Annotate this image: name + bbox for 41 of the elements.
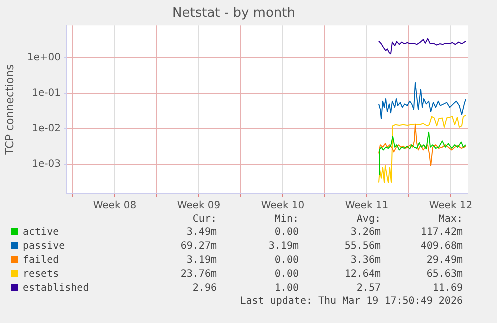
y-axis-title: TCP connections	[3, 64, 16, 156]
text: Last update: Thu Mar 19 17:50:49 2026	[239, 296, 464, 308]
y-tick-label: 1e+00	[27, 52, 61, 64]
text: 65.63m	[426, 268, 464, 282]
y-tick-label: 1e-01	[32, 88, 61, 100]
text: 2.96	[192, 282, 218, 296]
x-tick-label: Week 12	[429, 200, 473, 212]
text: 55.56m	[344, 240, 382, 254]
text: 409.68m	[420, 240, 464, 254]
text: 3.49m	[186, 226, 218, 240]
y-tick-label: 1e-03	[32, 158, 61, 170]
text: 11.69	[432, 282, 464, 296]
legend-label: active	[22, 226, 60, 240]
text: 29.49m	[426, 254, 464, 268]
text: 0.00	[274, 254, 300, 268]
x-tick-label: Week 09	[177, 200, 221, 212]
legend-label: failed	[22, 254, 60, 268]
text: 0.00	[274, 268, 300, 282]
text: 3.19m	[268, 240, 300, 254]
x-tick-label: Week 08	[93, 200, 137, 212]
text: 3.26m	[350, 226, 382, 240]
text: Min:	[274, 214, 300, 226]
x-tick-label: Week 11	[345, 200, 389, 212]
text: 2.57	[356, 282, 382, 296]
text: Max:	[438, 214, 464, 226]
text: 3.19m	[186, 254, 218, 268]
legend-label: established	[22, 282, 90, 296]
text: Cur:	[192, 214, 218, 226]
text: 12.64m	[344, 268, 382, 282]
text: 1.00	[274, 282, 300, 296]
legend-label: resets	[22, 268, 60, 282]
text: 0.00	[274, 226, 300, 240]
x-tick-label: Week 10	[261, 200, 305, 212]
text: 117.42m	[420, 226, 464, 240]
text: 3.36m	[350, 254, 382, 268]
legend-label: passive	[22, 240, 66, 254]
chart-title: Netstat - by month	[172, 6, 296, 22]
y-tick-label: 1e-02	[32, 124, 61, 135]
text: Avg:	[356, 214, 382, 226]
text: 69.27m	[180, 240, 218, 254]
text: 23.76m	[180, 268, 218, 282]
